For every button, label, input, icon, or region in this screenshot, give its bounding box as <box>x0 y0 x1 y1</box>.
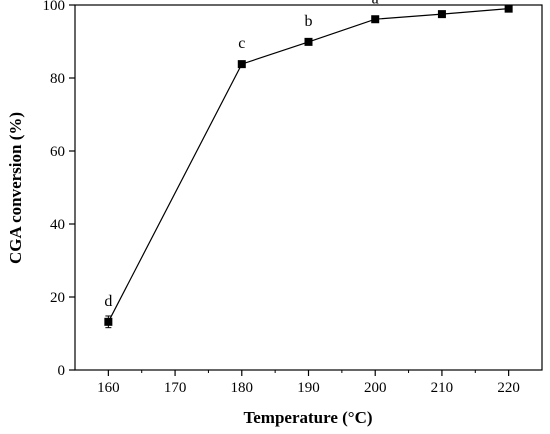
y-axis-title: CGA conversion (%) <box>6 112 25 264</box>
y-axis-ticks: 0 20 40 60 80 100 <box>43 0 75 379</box>
y-tick-label: 80 <box>50 71 65 87</box>
point-label: b <box>305 13 313 30</box>
data-point <box>371 15 380 24</box>
error-bars <box>105 6 512 329</box>
x-tick-label: 200 <box>364 380 387 396</box>
point-label: a <box>438 0 445 2</box>
x-tick-label: 160 <box>97 380 120 396</box>
plot-frame <box>74 4 543 371</box>
x-axis-title: Temperature (°C) <box>243 408 372 427</box>
point-label: a <box>372 0 379 7</box>
point-label: c <box>238 35 245 52</box>
y-tick-label: 20 <box>50 290 65 306</box>
y-tick-label: 100 <box>43 0 66 14</box>
y-tick-label: 60 <box>50 144 65 160</box>
x-tick-label: 190 <box>297 380 320 396</box>
x-axis-ticks: 160 170 180 190 200 210 220 <box>97 370 520 396</box>
point-labels: dcbaaa <box>104 0 445 310</box>
y-tick-label: 0 <box>58 363 66 379</box>
data-point <box>504 4 513 13</box>
data-point <box>237 60 246 69</box>
y-tick-label: 40 <box>50 217 65 233</box>
data-point <box>437 10 446 19</box>
point-label: d <box>104 293 112 310</box>
data-point <box>104 317 113 326</box>
series-line <box>107 8 509 323</box>
x-tick-label: 220 <box>497 380 520 396</box>
data-markers <box>104 4 513 326</box>
data-point <box>304 37 313 46</box>
x-tick-label: 170 <box>164 380 187 396</box>
x-tick-label: 180 <box>231 380 254 396</box>
x-tick-label: 210 <box>431 380 454 396</box>
